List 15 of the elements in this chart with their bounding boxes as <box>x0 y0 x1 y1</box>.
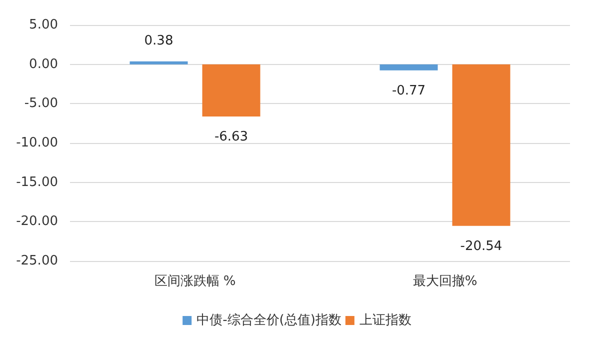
y-tick-label: -15.00 <box>16 174 58 190</box>
x-tick-label: 区间涨跌幅 % <box>154 274 236 289</box>
data-label: -6.63 <box>214 129 248 144</box>
y-tick-label: 0.00 <box>29 56 58 72</box>
legend-label: 上证指数 <box>359 313 412 328</box>
y-tick-label: -25.00 <box>16 254 58 268</box>
y-tick-label: -20.00 <box>16 214 58 230</box>
x-tick-label: 最大回撤% <box>412 274 478 289</box>
data-label: 0.38 <box>144 33 174 48</box>
data-label: -20.54 <box>460 238 502 254</box>
legend-label: 中债-综合全价(总值)指数 <box>196 313 342 328</box>
data-label: -0.77 <box>392 83 426 98</box>
y-tick-label: 5.00 <box>29 18 58 32</box>
y-tick-label: -10.00 <box>16 136 58 150</box>
y-tick-label: -5.00 <box>24 96 58 112</box>
